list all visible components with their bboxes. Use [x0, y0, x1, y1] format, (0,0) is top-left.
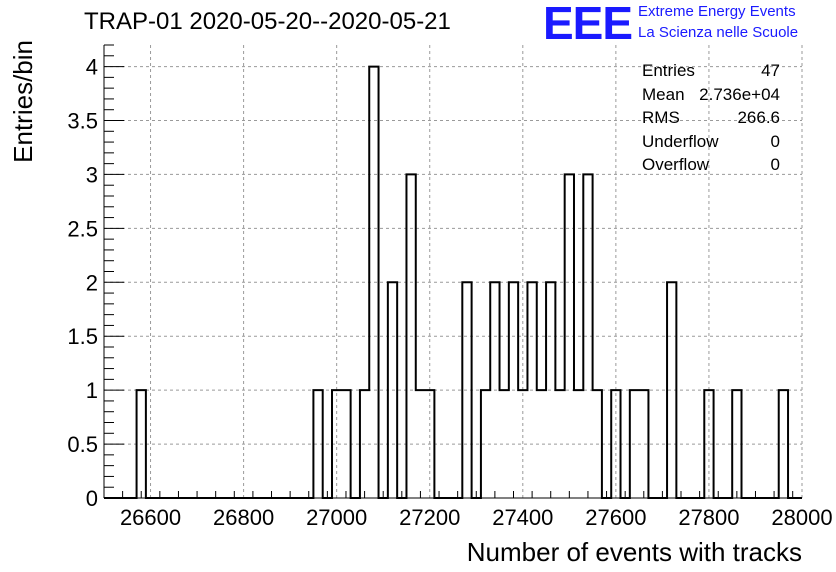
y-tick-label: 4: [86, 55, 98, 80]
y-tick-label: 2: [86, 270, 98, 295]
logo-line-1: Extreme Energy Events: [638, 3, 796, 20]
stats-label: Overflow: [642, 155, 710, 174]
stats-label: Entries: [642, 61, 695, 80]
logo-line-2: La Scienza nelle Scuole: [638, 24, 799, 41]
y-tick-label: 0.5: [67, 432, 98, 457]
stats-value: 266.6: [737, 108, 780, 127]
stats-value: 47: [761, 61, 780, 80]
eee-logo: EEE: [543, 0, 633, 49]
grid-lines: [104, 45, 803, 498]
stats-row-overflow: Overflow 0: [642, 153, 780, 177]
stats-row-underflow: Underflow 0: [642, 130, 780, 154]
stats-label: RMS: [642, 108, 680, 127]
x-tick-label: 27600: [585, 505, 646, 530]
stats-label: Underflow: [642, 131, 719, 151]
x-tick-label: 27000: [306, 505, 367, 530]
x-axis-label: Number of events with tracks: [467, 537, 802, 567]
y-tick-label: 1: [86, 378, 98, 403]
x-tick-label: 26600: [120, 505, 181, 530]
stats-value: 0: [770, 131, 780, 151]
y-tick-label: 1.5: [67, 324, 98, 349]
y-axis-label: Entries/bin: [8, 40, 38, 163]
axes: [103, 44, 802, 499]
y-tick-label: 2.5: [67, 216, 98, 241]
y-tick-label: 0: [86, 486, 98, 511]
y-tick-label: 3: [86, 162, 98, 187]
chart-title: TRAP-01 2020-05-20--2020-05-21: [84, 8, 451, 35]
stats-value: 2.736e+04: [699, 84, 780, 104]
stats-row-rms: RMS 266.6: [642, 106, 780, 130]
stats-value: 0: [770, 155, 780, 174]
x-tick-label: 27200: [399, 505, 460, 530]
y-tick-label: 3.5: [67, 109, 98, 134]
stats-row-entries: Entries 47: [642, 59, 780, 83]
x-tick-label: 26800: [213, 505, 274, 530]
x-tick-label: 28000: [771, 505, 832, 530]
stats-row-mean: Mean 2.736e+04: [642, 83, 780, 107]
histogram-bars: [104, 65, 802, 499]
histogram-outline: [104, 65, 802, 499]
x-tick-label: 27400: [492, 505, 553, 530]
x-tick-label: 27800: [678, 505, 739, 530]
tick-labels: 26600 26800 27000 27200 27400 27600 27800 28000…: [67, 55, 832, 530]
stats-label: Mean: [642, 84, 685, 104]
stats-box: Entries 47 Mean 2.736e+04 RMS 266.6 Unde…: [642, 59, 780, 177]
